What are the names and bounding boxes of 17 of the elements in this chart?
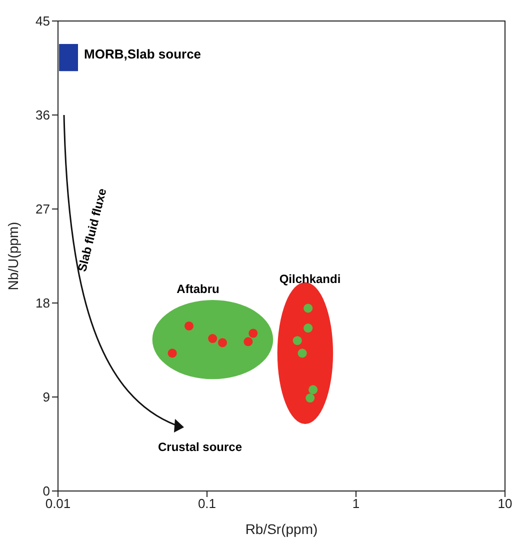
y-tick-label: 9 [42,390,50,405]
y-tick-label: 18 [36,296,50,311]
y-tick-label: 45 [36,14,50,29]
x-tick-label: 10 [498,496,512,512]
annotation: Crustal source [158,440,242,454]
x-axis-title: Rb/Sr(ppm) [245,521,318,537]
annotation: Aftabru [176,282,220,296]
y-tick-label: 27 [36,202,50,217]
x-tick-label: 1 [352,496,360,512]
x-tick-label: 0.1 [198,496,216,512]
x-tick-label: 0.01 [45,496,71,512]
annotation: Qilchkandi [279,272,341,286]
annotation: MORB,Slab source [84,46,202,62]
y-axis-title: Nb/U(ppm) [4,222,21,290]
y-tick-label: 0 [42,484,50,499]
annotation: Slab fluid fluxe [75,186,110,274]
y-tick-label: 36 [36,108,50,123]
